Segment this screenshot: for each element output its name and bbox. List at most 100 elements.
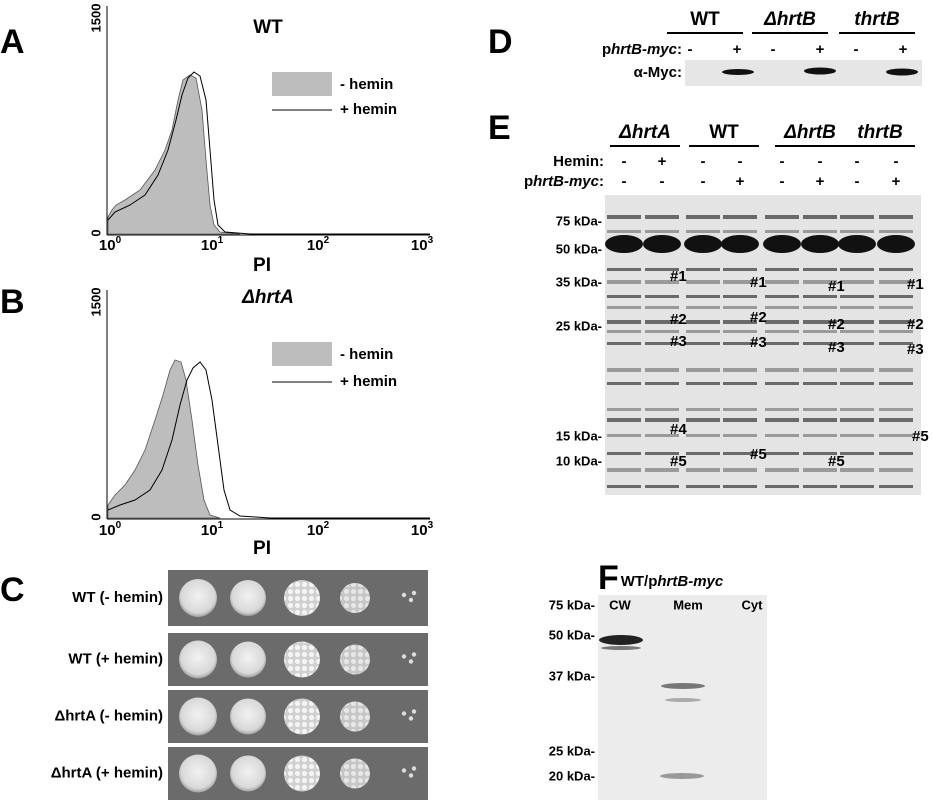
strain-label: ΔhrtB bbox=[783, 122, 836, 143]
plot-title: WT bbox=[253, 17, 283, 38]
x-tick-label: 103 bbox=[411, 520, 434, 539]
band bbox=[765, 295, 799, 298]
band bbox=[879, 408, 913, 411]
band bbox=[840, 330, 874, 333]
band bbox=[765, 418, 799, 422]
band bbox=[879, 280, 913, 284]
row-label: ΔhrtA (- hemin) bbox=[54, 707, 163, 724]
colony bbox=[408, 716, 414, 721]
legend-label: + hemin bbox=[340, 101, 397, 118]
text: 10 bbox=[201, 522, 218, 539]
band bbox=[607, 418, 641, 422]
band bbox=[643, 235, 681, 253]
text: 10 bbox=[411, 522, 428, 539]
colony bbox=[340, 583, 370, 613]
sign: - bbox=[701, 173, 706, 190]
y-tick-label: 0 bbox=[88, 513, 103, 520]
row-label: ΔhrtA (+ hemin) bbox=[51, 764, 163, 781]
band bbox=[765, 230, 799, 233]
band-label: #2 bbox=[907, 316, 924, 333]
band bbox=[686, 215, 720, 219]
legend-label: - hemin bbox=[340, 346, 393, 363]
panel-e: E Hemin: phrtB-myc: ΔhrtA WT ΔhrtB thrtB - - +… bbox=[488, 109, 929, 495]
x-tick-label: 102 bbox=[307, 235, 330, 254]
band bbox=[840, 434, 874, 437]
marker-label: 50 kDa- bbox=[549, 627, 595, 642]
band bbox=[723, 468, 757, 472]
marker-label: 25 kDa- bbox=[556, 318, 602, 333]
band bbox=[645, 215, 679, 219]
panel-b: B ΔhrtA 1500 0 - hemin + hemin PI 100 101… bbox=[0, 283, 434, 559]
gel bbox=[598, 595, 767, 800]
band bbox=[840, 382, 874, 385]
band bbox=[765, 434, 799, 437]
x-tick-label: 101 bbox=[201, 235, 224, 254]
marker-label: 20 kDa- bbox=[549, 768, 595, 783]
band bbox=[723, 434, 757, 437]
band bbox=[645, 320, 679, 324]
band bbox=[840, 268, 874, 271]
row-label: phrtB-myc: bbox=[602, 41, 682, 58]
band bbox=[838, 235, 876, 253]
sign: + bbox=[736, 173, 745, 190]
band bbox=[607, 368, 641, 372]
marker-label: 75 kDa- bbox=[549, 597, 595, 612]
band bbox=[645, 382, 679, 385]
band bbox=[803, 368, 837, 372]
sign: + bbox=[733, 41, 742, 58]
band bbox=[607, 485, 641, 488]
sign: - bbox=[894, 153, 899, 170]
band bbox=[803, 382, 837, 385]
band-label: #3 bbox=[670, 333, 687, 350]
lane-label: CW bbox=[609, 597, 631, 612]
band bbox=[607, 382, 641, 385]
band bbox=[645, 268, 679, 271]
band bbox=[686, 452, 720, 455]
band bbox=[645, 452, 679, 455]
marker-label: 75 kDa- bbox=[556, 213, 602, 228]
text: hrtB-myc bbox=[657, 573, 724, 590]
band bbox=[879, 330, 913, 333]
band bbox=[879, 295, 913, 298]
colony bbox=[411, 766, 417, 771]
band bbox=[607, 434, 641, 437]
band bbox=[645, 230, 679, 233]
band bbox=[765, 342, 799, 345]
sign: - bbox=[854, 41, 859, 58]
band bbox=[607, 306, 641, 309]
band bbox=[879, 342, 913, 345]
band bbox=[723, 230, 757, 233]
text: 10 bbox=[411, 237, 428, 254]
colony bbox=[340, 701, 370, 732]
legend-swatch bbox=[272, 342, 332, 366]
row-label: WT (+ hemin) bbox=[68, 650, 163, 667]
text: 10 bbox=[307, 237, 324, 254]
band bbox=[665, 698, 701, 702]
band bbox=[723, 408, 757, 411]
band bbox=[723, 382, 757, 385]
row-label: Hemin: bbox=[553, 153, 604, 170]
band bbox=[645, 368, 679, 372]
colony bbox=[408, 659, 414, 664]
band bbox=[686, 382, 720, 385]
colony bbox=[284, 580, 320, 616]
sign: - bbox=[818, 153, 823, 170]
y-tick-label: 1500 bbox=[88, 288, 103, 317]
strain-label: WT bbox=[690, 9, 720, 30]
colony bbox=[408, 597, 414, 603]
sign: + bbox=[658, 153, 667, 170]
band bbox=[803, 485, 837, 488]
band bbox=[686, 408, 720, 411]
band-label: #2 bbox=[670, 311, 687, 328]
band bbox=[607, 330, 641, 333]
band bbox=[803, 408, 837, 411]
band bbox=[801, 235, 839, 253]
band bbox=[840, 485, 874, 488]
row-label: α-Myc: bbox=[634, 64, 682, 81]
colony bbox=[401, 711, 407, 716]
sign: - bbox=[622, 153, 627, 170]
band bbox=[840, 342, 874, 345]
colony bbox=[411, 652, 417, 657]
band bbox=[803, 268, 837, 271]
band bbox=[765, 382, 799, 385]
